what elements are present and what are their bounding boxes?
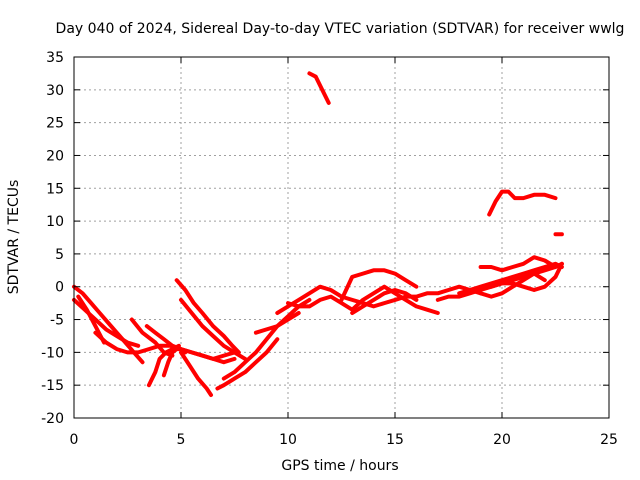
satellite-track-10 [174,278,241,355]
data-series [72,71,564,397]
satellite-track-8 [161,347,188,378]
x-tick-label: 5 [177,432,186,448]
x-axis-ticks: 0 5 10 15 20 25 [70,57,618,448]
satellite-track-1 [72,284,145,365]
y-tick-label: 35 [46,50,64,66]
chart-title: Day 040 of 2024, Sidereal Day-to-day VTE… [56,21,625,37]
satellite-track-11 [179,297,248,361]
satellite-track-7 [146,343,181,388]
satellite-track-25 [478,255,558,273]
y-tick-label: -5 [50,313,64,329]
plot-frame [73,56,610,419]
x-tick-label: 10 [279,432,297,448]
x-tick-label: 15 [386,432,404,448]
grid-lines [74,57,609,418]
y-axis-label: SDTVAR / TECUs [6,180,22,295]
satellite-track-20 [487,189,558,217]
satellite-track-19 [307,71,331,105]
satellite-track-13 [221,297,312,381]
y-tick-label: -10 [41,345,64,361]
satellite-track-26 [489,261,564,292]
satellite-track-16 [286,284,440,315]
x-tick-label: 20 [493,432,511,448]
y-tick-label: 25 [46,116,64,132]
x-tick-label: 0 [70,432,79,448]
y-tick-label: -20 [41,411,64,427]
satellite-track-12 [215,337,280,391]
satellite-track-17 [339,268,419,302]
satellite-track-24 [478,271,547,299]
satellite-track-23 [457,261,564,296]
y-tick-label: 0 [55,280,64,296]
satellite-track-15 [275,284,483,315]
satellite-track-9 [179,350,213,397]
y-tick-label: 15 [46,181,64,197]
y-tick-label: 10 [46,214,64,230]
y-tick-label: 30 [46,83,64,99]
y-tick-label: 5 [55,247,64,263]
y-tick-label: 20 [46,148,64,164]
y-axis-ticks: -20 -15 -10 -5 0 5 10 15 20 25 30 35 [41,50,609,427]
satellite-track-14 [253,311,301,335]
x-axis-label: GPS time / hours [281,458,398,474]
x-tick-label: 25 [600,432,618,448]
y-tick-label: -15 [41,378,64,394]
satellite-track-18 [350,288,419,315]
